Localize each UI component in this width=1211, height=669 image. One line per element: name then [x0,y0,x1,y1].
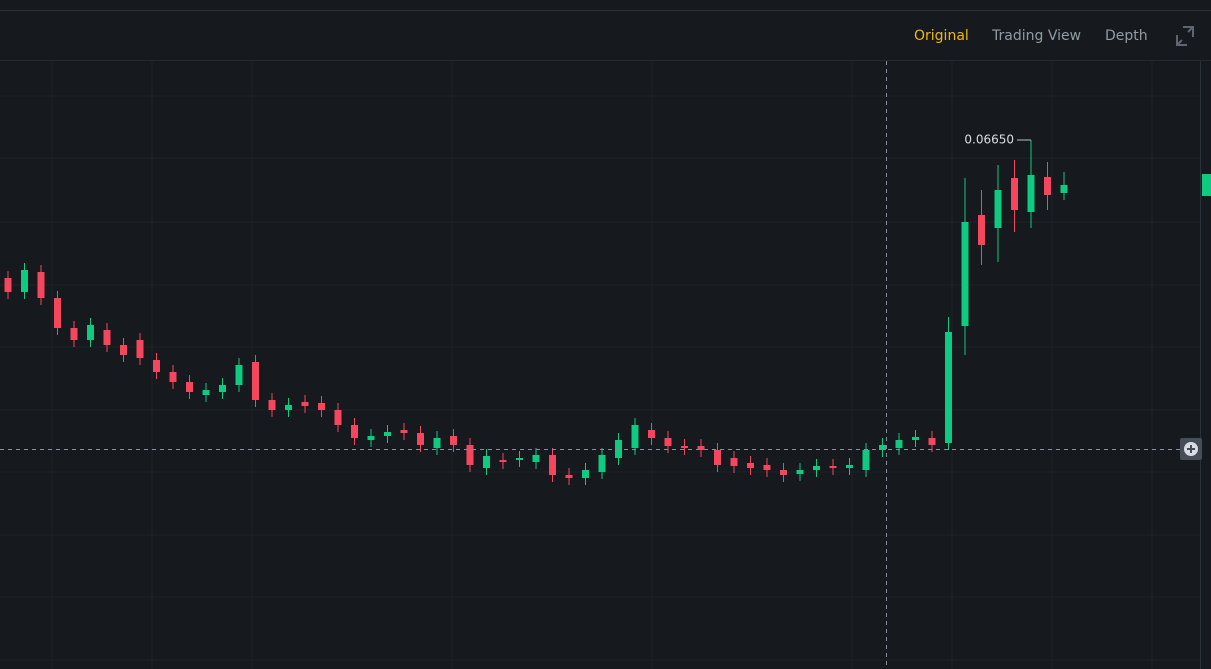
candles: 0.06650 [4,133,1068,485]
candle-body [928,438,936,445]
add-glyph [1187,445,1195,453]
candle-body [186,382,193,392]
candle-body [961,222,969,326]
candle-body [796,470,804,474]
candle-body [21,270,28,292]
candle-body [714,450,721,465]
candle-body [945,332,952,443]
tab-depth[interactable]: Depth [1105,28,1148,44]
candle-body [417,433,424,445]
candle-body [466,445,474,465]
high-label: 0.06650 [964,133,1014,147]
candle-body [549,455,556,475]
candle-body [1060,185,1068,193]
candle-body [1011,178,1018,210]
candle-body [862,450,870,470]
candle-body [153,360,160,372]
candle-body [334,410,342,425]
candle-body [285,405,292,410]
candle-body [136,340,144,358]
candle-body [912,437,919,440]
tab-trading-view[interactable]: Trading View [991,28,1081,44]
candle-body [400,430,408,433]
candle-body [813,466,820,470]
candle-body [433,438,441,448]
candle-body [219,385,226,392]
candle-body [483,456,490,468]
candle-body [697,446,705,450]
grid [0,61,1200,669]
tab-original[interactable]: Original [914,28,969,44]
candle-body [879,445,886,450]
candle-body [994,190,1002,228]
fullscreen-glyph [1176,26,1194,46]
current-price-marker [1202,174,1211,196]
candle-body [648,430,655,438]
candle-body [54,298,61,328]
candle-body [169,372,177,382]
candle-body [87,325,94,340]
candle-body [318,403,325,410]
candle-body [450,436,457,445]
candle-body [103,330,111,345]
candle-body [631,425,639,448]
candle-body [351,425,358,438]
candle-body [829,466,837,468]
candle-body [516,458,523,460]
candle-body [763,465,771,470]
candle-body [747,463,754,468]
candle-body [730,458,738,466]
candle-body [1044,177,1051,195]
candle-body [252,362,259,400]
candle-body [895,440,903,448]
candle-body [499,460,507,462]
candle-body [202,390,210,395]
fullscreen-icon[interactable] [1176,26,1194,46]
candle-body [582,470,589,478]
candle-body [598,455,606,472]
candle-body [384,432,391,436]
candle-body [268,400,276,410]
candle-body [367,436,375,440]
candle-body [4,278,12,292]
candle-body [70,328,78,340]
candle-body [846,465,853,468]
candle-body [565,475,573,478]
candle-body [664,438,672,446]
candle-body [532,455,540,462]
candle-body [120,345,127,355]
candle-body [978,215,985,245]
candle-body [235,365,243,385]
candle-body [681,446,688,448]
candle-body [301,402,309,406]
candle-body [780,470,787,475]
candle-body [37,272,45,298]
candle-body [1027,175,1035,212]
